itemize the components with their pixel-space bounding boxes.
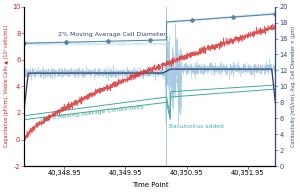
X-axis label: Time Point: Time Point [132, 182, 168, 188]
Text: Baculovirus added: Baculovirus added [169, 124, 224, 129]
Y-axis label: Conductivity (mS/cm), Avg. Cell Diameter × (μm): Conductivity (mS/cm), Avg. Cell Diameter… [291, 26, 296, 147]
Y-axis label: Capacitance (pF/cm), Viable Cells ▲ (10⁶ cells/mL): Capacitance (pF/cm), Viable Cells ▲ (10⁶… [4, 25, 9, 147]
Text: 2% Moving Average Cell Diameter: 2% Moving Average Cell Diameter [58, 32, 166, 37]
Text: 100% Moving Average Conductivity: 100% Moving Average Conductivity [40, 104, 145, 122]
